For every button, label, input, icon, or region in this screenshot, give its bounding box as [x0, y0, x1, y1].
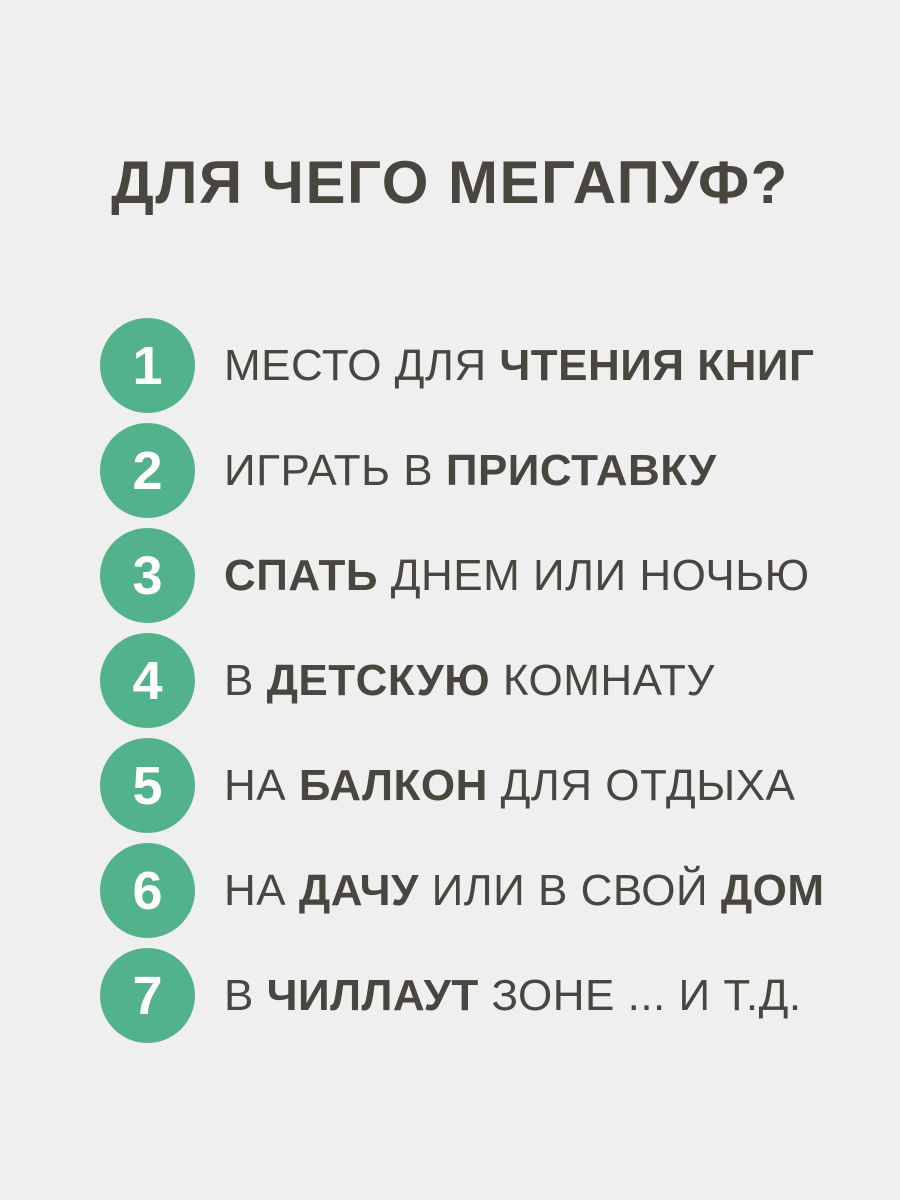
list-item: 5 НА БАЛКОН ДЛЯ ОТДЫХА: [100, 738, 825, 833]
numbered-list: 1 МЕСТО ДЛЯ ЧТЕНИЯ КНИГ 2 ИГРАТЬ В ПРИСТ…: [100, 318, 825, 1043]
item-text-regular-segment: ДНЕМ ИЛИ НОЧЬЮ: [378, 550, 810, 600]
item-text: МЕСТО ДЛЯ ЧТЕНИЯ КНИГ: [224, 341, 814, 391]
item-text: СПАТЬ ДНЕМ ИЛИ НОЧЬЮ: [224, 551, 810, 601]
item-number-badge: 1: [100, 318, 195, 413]
item-number-badge: 5: [100, 738, 195, 833]
item-text-regular-segment: ИГРАТЬ В: [224, 445, 446, 495]
item-text-bold-segment: СПАТЬ: [224, 550, 378, 600]
item-text: НА БАЛКОН ДЛЯ ОТДЫХА: [224, 761, 795, 811]
item-text-regular-segment: ЗОНЕ ... И Т.Д.: [478, 970, 802, 1020]
list-item: 4 В ДЕТСКУЮ КОМНАТУ: [100, 633, 825, 728]
item-text-regular-segment: В: [224, 655, 267, 705]
list-item: 6 НА ДАЧУ ИЛИ В СВОЙ ДОМ: [100, 843, 825, 938]
item-text: В ДЕТСКУЮ КОМНАТУ: [224, 656, 715, 706]
item-text-bold-segment: ДОМ: [720, 865, 825, 915]
list-item: 2 ИГРАТЬ В ПРИСТАВКУ: [100, 423, 825, 518]
item-text-bold-segment: ПРИСТАВКУ: [445, 445, 717, 495]
item-text-regular-segment: ДЛЯ ОТДЫХА: [487, 760, 796, 810]
item-text-regular-segment: КОМНАТУ: [490, 655, 715, 705]
list-item: 7 В ЧИЛЛАУТ ЗОНЕ ... И Т.Д.: [100, 948, 825, 1043]
list-item: 1 МЕСТО ДЛЯ ЧТЕНИЯ КНИГ: [100, 318, 825, 413]
item-text: ИГРАТЬ В ПРИСТАВКУ: [224, 446, 717, 496]
item-text-bold-segment: БАЛКОН: [298, 760, 488, 810]
item-text-bold-segment: ДАЧУ: [298, 865, 419, 915]
item-number-badge: 6: [100, 843, 195, 938]
item-text-regular-segment: НА: [224, 865, 299, 915]
item-text-regular-segment: ИЛИ В СВОЙ: [418, 865, 721, 915]
item-text: В ЧИЛЛАУТ ЗОНЕ ... И Т.Д.: [224, 971, 802, 1021]
item-number-badge: 3: [100, 528, 195, 623]
item-text-bold-segment: ЧТЕНИЯ КНИГ: [499, 340, 815, 390]
item-number-badge: 7: [100, 948, 195, 1043]
item-text-bold-segment: ДЕТСКУЮ: [266, 655, 491, 705]
item-number-badge: 2: [100, 423, 195, 518]
item-text-regular-segment: В: [224, 970, 267, 1020]
page-title: ДЛЯ ЧЕГО МЕГАПУФ?: [111, 149, 789, 216]
list-item: 3 СПАТЬ ДНЕМ ИЛИ НОЧЬЮ: [100, 528, 825, 623]
item-text-bold-segment: ЧИЛЛАУТ: [266, 970, 479, 1020]
item-text-regular-segment: МЕСТО ДЛЯ: [224, 340, 500, 390]
item-number-badge: 4: [100, 633, 195, 728]
item-text: НА ДАЧУ ИЛИ В СВОЙ ДОМ: [224, 866, 825, 916]
item-text-regular-segment: НА: [224, 760, 299, 810]
